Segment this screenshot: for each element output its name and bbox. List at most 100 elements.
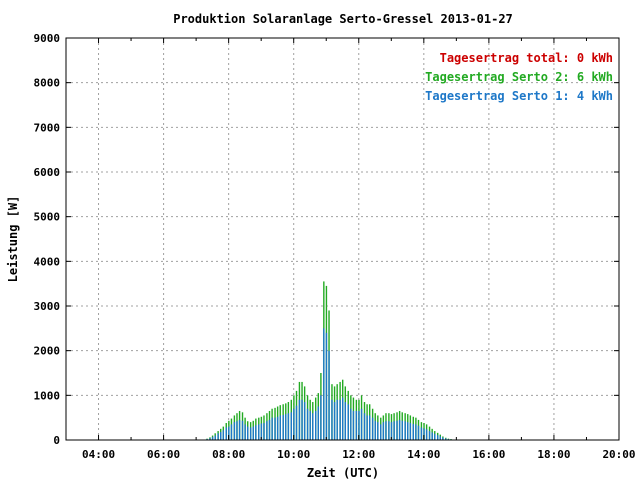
bar-serto-1 (228, 426, 230, 440)
y-tick-label: 7000 (34, 121, 61, 134)
bar-serto-1 (325, 332, 328, 440)
bar-serto-1 (420, 427, 423, 440)
y-tick-label: 3000 (34, 300, 61, 313)
bar-serto-1 (363, 413, 366, 440)
bar-serto-1 (309, 410, 311, 440)
x-tick-label: 06:00 (147, 448, 180, 461)
bar-serto-1 (398, 419, 401, 440)
bar-serto-1 (252, 426, 254, 440)
bar-serto-1 (331, 399, 333, 440)
bar-serto-1 (303, 402, 306, 440)
bar-serto-1 (393, 421, 395, 440)
bar-serto-1 (390, 422, 393, 440)
bar-serto-1 (320, 395, 322, 440)
bar-serto-1 (431, 432, 433, 440)
bar-serto-1 (396, 420, 398, 440)
x-axis: 04:00 06:00 08:00 10:00 12:00 14:00 16:00 18:00… (65, 38, 636, 461)
x-tick-label: 16:00 (472, 448, 505, 461)
bar-serto-1 (214, 435, 216, 440)
bar-serto-1 (344, 402, 347, 440)
bar-serto-1 (336, 399, 338, 440)
bar-serto-1 (279, 415, 281, 440)
y-tick-label: 1000 (34, 389, 61, 402)
bar-serto-1 (276, 416, 279, 440)
bar-serto-1 (409, 423, 412, 440)
bar-serto-1 (295, 405, 298, 440)
bar-serto-1 (225, 427, 227, 440)
bar-serto-1 (333, 402, 336, 440)
y-tick-label: 4000 (34, 255, 61, 268)
y-axis-label: Leistung [W] (6, 196, 20, 283)
bar-serto-1 (209, 438, 211, 440)
x-axis-label: Zeit (UTC) (307, 466, 379, 480)
bar-serto-1 (407, 422, 409, 440)
y-tick-label: 0 (53, 434, 60, 447)
x-tick-label: 04:00 (82, 448, 115, 461)
bar-serto-1 (366, 415, 368, 440)
bar-serto-1 (268, 419, 271, 440)
bar-serto-1 (222, 430, 225, 440)
bar-serto-1 (282, 414, 284, 440)
bar-serto-1 (350, 408, 352, 440)
bar-serto-1 (293, 408, 295, 440)
y-tick-label: 9000 (34, 32, 61, 45)
grid (66, 38, 619, 440)
y-axis: 0 1000 2000 3000 4000 5000 6000 7000 8000 9000 (34, 32, 619, 447)
bar-serto-1 (236, 421, 238, 440)
bar-serto-1 (263, 423, 265, 440)
bar-serto-1 (434, 433, 436, 440)
bar-serto-1 (371, 417, 374, 440)
bar-serto-1 (312, 413, 314, 440)
bar-serto-1 (244, 424, 246, 440)
bar-serto-1 (247, 426, 249, 440)
bar-serto-1 (323, 328, 325, 440)
bar-serto-1 (220, 431, 222, 440)
x-tick-label: 18:00 (537, 448, 570, 461)
bar-serto-1 (274, 417, 276, 440)
plot-frame (65, 37, 620, 441)
bar-serto-1 (442, 437, 444, 440)
bar-serto-1 (358, 410, 360, 440)
x-tick-label: 08:00 (212, 448, 245, 461)
bar-serto-1 (380, 424, 382, 440)
bar-serto-1 (230, 424, 233, 440)
bar-serto-1 (445, 438, 447, 440)
bar-serto-1 (382, 422, 385, 440)
bar-serto-1 (255, 425, 257, 440)
y-tick-label: 6000 (34, 166, 61, 179)
bar-serto-1 (342, 397, 344, 440)
legend-entry: Tagesertrag Serto 2: 6 kWh (425, 70, 613, 84)
bar-serto-1 (355, 410, 358, 440)
x-tick-label: 14:00 (407, 448, 440, 461)
bar-serto-1 (290, 412, 293, 440)
x-tick-label: 20:00 (602, 448, 635, 461)
bar-serto-1 (436, 435, 439, 440)
y-tick-label: 8000 (34, 77, 61, 90)
bar-serto-1 (285, 414, 287, 440)
bar-serto-1 (249, 427, 252, 440)
bar-serto-1 (271, 417, 273, 440)
x-tick-label: 10:00 (277, 448, 310, 461)
bar-serto-1 (415, 424, 417, 440)
bar-serto-1 (360, 408, 363, 440)
bar-serto-1 (211, 436, 214, 440)
bar-serto-1 (339, 399, 341, 440)
bar-serto-1 (374, 420, 376, 440)
bar-serto-1 (266, 421, 268, 440)
bar-serto-1 (306, 408, 309, 440)
bar-serto-1 (233, 422, 236, 440)
y-tick-label: 5000 (34, 211, 61, 224)
bar-serto-1 (428, 431, 431, 440)
bar-serto-1 (385, 421, 387, 440)
bar-serto-1 (298, 399, 301, 440)
bar-serto-1 (287, 413, 290, 440)
bar-serto-1 (317, 406, 320, 440)
x-tick-label: 12:00 (342, 448, 375, 461)
bar-serto-1 (217, 433, 219, 440)
bar-serto-1 (301, 399, 303, 440)
bars (206, 281, 474, 440)
bar-serto-1 (404, 421, 406, 440)
legend-entry: Tagesertrag total: 0 kWh (440, 51, 613, 65)
bar-serto-1 (425, 429, 428, 440)
